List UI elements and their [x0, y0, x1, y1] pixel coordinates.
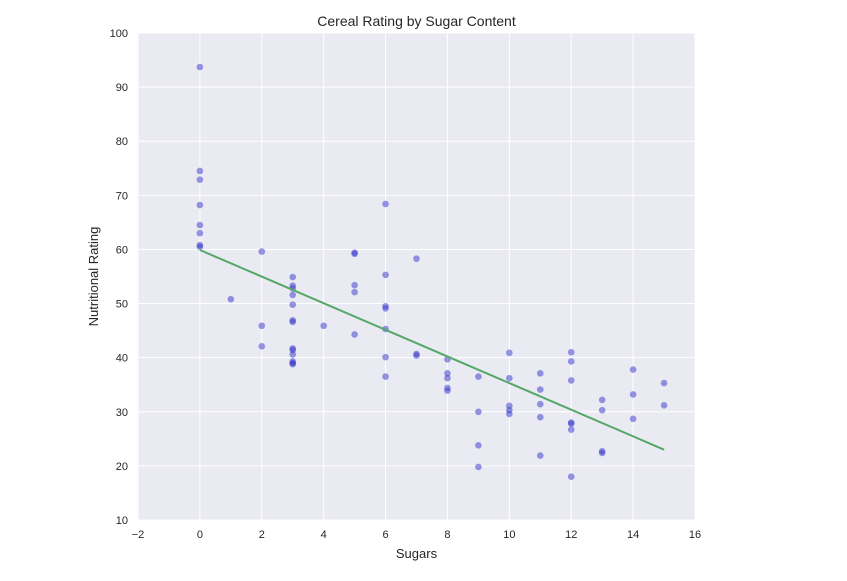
data-point	[351, 281, 358, 289]
data-point	[196, 63, 204, 71]
data-point	[289, 351, 297, 358]
data-point	[444, 387, 451, 394]
data-point	[629, 415, 637, 423]
data-point	[382, 200, 389, 208]
data-point	[536, 400, 544, 408]
y-tick-label: 30	[116, 407, 128, 419]
data-point	[660, 379, 668, 387]
data-point	[351, 250, 358, 258]
data-point	[196, 167, 204, 175]
data-point	[289, 291, 297, 299]
data-point	[536, 370, 544, 377]
data-point	[567, 377, 575, 384]
data-point	[258, 322, 266, 330]
data-point	[629, 391, 637, 398]
y-axis-label: Nutritional Rating	[86, 227, 101, 327]
data-point	[536, 386, 544, 393]
data-point	[536, 413, 544, 421]
x-tick-label: 14	[627, 529, 639, 541]
data-point	[567, 426, 575, 433]
data-point	[660, 401, 668, 409]
data-point	[382, 271, 389, 279]
data-point	[475, 373, 482, 380]
data-point	[598, 406, 606, 414]
plot-background	[138, 33, 695, 520]
data-point	[475, 408, 482, 416]
x-tick-label: 2	[259, 529, 265, 541]
regression-line	[199, 249, 665, 451]
data-point	[506, 349, 513, 357]
data-point	[444, 374, 451, 382]
data-point	[196, 201, 204, 209]
data-point	[413, 255, 420, 262]
x-tick-label: 6	[382, 529, 388, 541]
data-point	[598, 449, 606, 457]
data-point	[506, 410, 513, 418]
x-tick-label: −2	[132, 529, 145, 541]
data-point	[196, 229, 204, 237]
data-point	[413, 352, 420, 359]
data-point	[629, 366, 637, 373]
data-point	[382, 305, 389, 312]
data-point	[196, 176, 204, 183]
regression-line-group	[199, 249, 665, 451]
data-point	[227, 295, 235, 303]
x-tick-label: 12	[565, 529, 577, 541]
data-point	[289, 273, 297, 281]
y-tick-label: 90	[116, 82, 128, 94]
x-axis-label: Sugars	[396, 546, 438, 561]
data-point	[567, 348, 575, 356]
y-tick-label: 40	[116, 353, 128, 365]
data-point	[382, 353, 389, 361]
tick-labels: −2 0 2 4 6 8 10 12 14 16 10 20 30 40 50 60 70 80 90 100	[110, 28, 701, 541]
data-point	[382, 373, 389, 380]
data-point	[320, 322, 327, 330]
x-tick-label: 16	[689, 529, 701, 541]
data-point	[567, 358, 575, 365]
x-tick-label: 0	[197, 529, 203, 541]
data-point	[506, 374, 513, 382]
x-tick-label: 10	[503, 529, 515, 541]
data-point	[196, 221, 204, 229]
data-point	[289, 360, 297, 368]
data-point	[289, 318, 297, 326]
y-tick-label: 20	[116, 461, 128, 473]
y-tick-label: 60	[116, 244, 128, 256]
x-tick-label: 4	[321, 529, 327, 541]
data-point	[598, 396, 606, 404]
data-point	[258, 248, 266, 255]
data-point	[475, 442, 482, 449]
data-point	[444, 370, 451, 377]
data-point	[196, 243, 204, 251]
y-tick-label: 50	[116, 299, 128, 311]
x-tick-label: 8	[444, 529, 450, 541]
data-point	[567, 473, 575, 481]
y-tick-label: 10	[116, 515, 128, 527]
data-point	[351, 331, 358, 338]
chart-title: Cereal Rating by Sugar Content	[317, 13, 516, 29]
data-points	[196, 63, 668, 481]
data-point	[258, 343, 266, 350]
data-point	[536, 452, 544, 459]
data-point	[567, 420, 575, 427]
data-point	[475, 463, 482, 471]
y-tick-label: 80	[116, 136, 128, 148]
y-tick-label: 70	[116, 190, 128, 202]
y-tick-label: 100	[110, 28, 128, 40]
data-point	[351, 288, 358, 296]
data-point	[289, 301, 297, 308]
